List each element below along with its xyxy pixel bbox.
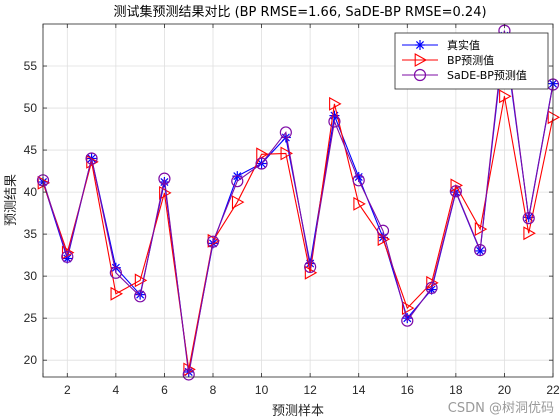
x-tick-label: 8	[210, 383, 217, 397]
chart-title: 测试集预测结果对比 (BP RMSE=1.66, SaDE-BP RMSE=0.…	[113, 4, 486, 20]
y-tick-label: 35	[24, 227, 38, 241]
watermark: CSDN @树洞优码	[448, 401, 554, 416]
x-tick-label: 16	[401, 383, 415, 397]
legend-marker	[415, 40, 425, 50]
legend[interactable]: 真实值 BP预测值 SaDE-BP预测值	[395, 33, 548, 89]
x-tick-label: 6	[161, 383, 168, 397]
y-tick-label: 25	[24, 311, 38, 325]
x-tick-label: 2	[64, 383, 71, 397]
y-tick-label: 20	[24, 353, 38, 367]
legend-label: SaDE-BP预测值	[447, 69, 527, 82]
x-tick-label: 14	[352, 383, 366, 397]
x-tick-label: 4	[113, 383, 120, 397]
y-tick-label: 50	[24, 101, 38, 115]
legend-label: BP预测值	[447, 54, 494, 67]
y-tick-label: 45	[24, 143, 38, 157]
x-tick-label: 12	[303, 383, 317, 397]
legend-label: 真实值	[447, 38, 480, 52]
x-tick-label: 10	[255, 383, 269, 397]
y-tick-label: 55	[24, 59, 38, 73]
x-tick-label: 22	[546, 383, 560, 397]
y-tick-label: 40	[24, 185, 38, 199]
x-tick-label: 20	[498, 383, 512, 397]
x-tick-label: 18	[449, 383, 463, 397]
x-axis-label: 预测样本	[272, 404, 324, 419]
y-axis-label: 预测结果	[4, 174, 19, 226]
y-tick-label: 30	[24, 269, 38, 283]
